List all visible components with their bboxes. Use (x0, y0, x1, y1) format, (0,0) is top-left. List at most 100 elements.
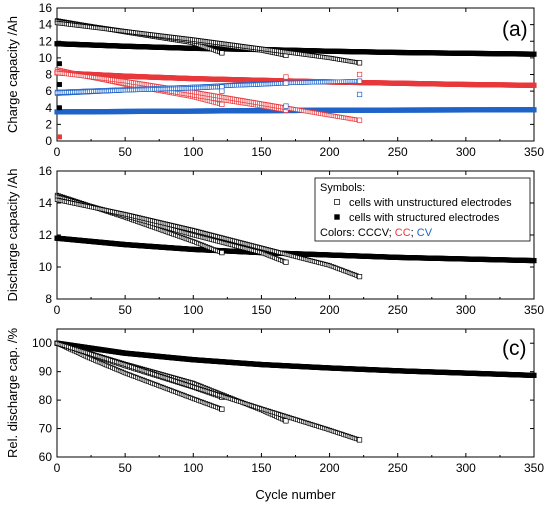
data-series (54, 197, 363, 280)
series-group (54, 18, 537, 140)
legend-entry: cells with unstructured electrodes (349, 197, 512, 209)
legend-colors-cv: CV (417, 227, 433, 239)
data-point (57, 61, 62, 67)
data-point (531, 372, 537, 378)
series-end-point (356, 78, 363, 84)
y-tick-label: 6 (45, 84, 52, 98)
series-end-point (356, 437, 363, 443)
data-point (57, 134, 62, 140)
x-tick-label: 350 (524, 303, 544, 317)
data-point (531, 107, 537, 113)
panel-label: (c) (502, 337, 527, 360)
data-point (531, 51, 537, 57)
data-point (219, 88, 225, 94)
x-tick-label: 350 (524, 461, 544, 475)
panel-label: (a) (502, 18, 528, 41)
series-end-point (356, 60, 363, 66)
panel-c-chart: 0 50 100 150 200 250 300 350 60 70 80 90 100 Rel. dis… (5, 328, 544, 502)
legend-entry: cells with structured electrodes (349, 212, 500, 224)
y-tick-label: 80 (39, 393, 53, 407)
x-tick-label: 150 (251, 303, 271, 317)
y-axis-title: Rel. discharge cap. /% (5, 328, 20, 459)
series-end-point (219, 101, 225, 108)
data-point (57, 82, 62, 87)
x-tick-label: 50 (118, 303, 132, 317)
x-tick-label: 0 (54, 461, 61, 475)
data-point (531, 258, 537, 264)
y-tick-label: 0 (45, 134, 52, 148)
data-series (54, 84, 225, 95)
series-end-point (283, 80, 289, 86)
x-tick-label: 0 (54, 303, 61, 317)
x-tick-label: 200 (320, 303, 340, 317)
legend-colors-cc: CC (395, 227, 411, 239)
data-point (356, 91, 363, 98)
legend-colors-sep: ; (411, 227, 417, 239)
data-series (54, 340, 537, 378)
y-tick-label: 14 (39, 18, 53, 32)
x-tick-label: 300 (456, 145, 476, 159)
x-tick-label: 300 (456, 461, 476, 475)
series-end-point (219, 406, 225, 412)
series-end-point (219, 50, 225, 56)
y-tick-label: 10 (39, 260, 53, 274)
y-axis-title: Charge capacity /Ah (5, 16, 20, 133)
legend-title: Symbols: (320, 182, 365, 194)
y-tick-label: 12 (39, 34, 53, 48)
x-tick-label: 100 (183, 145, 203, 159)
x-tick-label: 100 (183, 303, 203, 317)
x-tick-label: 200 (320, 461, 340, 475)
y-tick-label: 2 (45, 117, 52, 131)
y-tick-label: 100 (32, 336, 52, 350)
x-tick-label: 200 (320, 145, 340, 159)
y-tick-label: 90 (39, 365, 53, 379)
y-tick-label: 14 (39, 196, 53, 210)
series-group (54, 340, 537, 443)
series-end-point (283, 259, 289, 265)
data-point (531, 82, 537, 88)
y-tick-label: 70 (39, 422, 53, 436)
x-tick-label: 350 (524, 145, 544, 159)
data-point (283, 103, 289, 109)
legend: Symbols: cells with unstructured electrod… (314, 177, 531, 242)
x-tick-label: 100 (183, 461, 203, 475)
y-tick-label: 4 (45, 101, 52, 115)
x-tick-label: 0 (54, 145, 61, 159)
x-tick-label: 250 (388, 303, 408, 317)
data-series (54, 341, 363, 443)
x-tick-label: 250 (388, 145, 408, 159)
y-tick-label: 12 (39, 228, 53, 242)
data-series (54, 20, 363, 66)
data-point (57, 105, 62, 111)
x-tick-label: 250 (388, 461, 408, 475)
x-tick-label: 50 (118, 461, 132, 475)
y-tick-label: 10 (39, 51, 53, 65)
y-tick-label: 8 (45, 68, 52, 82)
x-tick-label: 50 (118, 145, 132, 159)
legend-filled-square-icon (334, 214, 340, 220)
legend-colors-cccv: Colors: CCCV; (320, 227, 395, 239)
data-point (283, 74, 289, 80)
y-tick-label: 8 (45, 292, 52, 306)
data-point (356, 71, 363, 78)
x-tick-label: 150 (251, 145, 271, 159)
y-tick-label: 16 (39, 164, 53, 178)
series-group (54, 192, 537, 280)
y-tick-label: 60 (39, 450, 53, 464)
x-axis-title: Cycle number (255, 487, 336, 502)
series-end-point (356, 274, 363, 280)
series-end-point (283, 418, 289, 424)
y-axis-title: Discharge capacity /Ah (5, 169, 20, 302)
x-tick-label: 300 (456, 303, 476, 317)
x-tick-label: 150 (251, 461, 271, 475)
legend-box (314, 177, 531, 242)
series-end-point (356, 117, 363, 123)
legend-open-square-icon (334, 199, 340, 205)
data-series (54, 235, 537, 264)
legend-colors: Colors: CCCV; CC; CV (320, 227, 433, 239)
series-end-point (219, 250, 225, 256)
panel-b-chart: 0 50 100 150 200 250 300 350 8 10 12 14 16 Discharge … (5, 164, 544, 317)
plot-frame (56, 328, 535, 458)
panel-a-chart: 0 50 100 150 200 250 300 3500246810121416Charge… (5, 1, 544, 159)
